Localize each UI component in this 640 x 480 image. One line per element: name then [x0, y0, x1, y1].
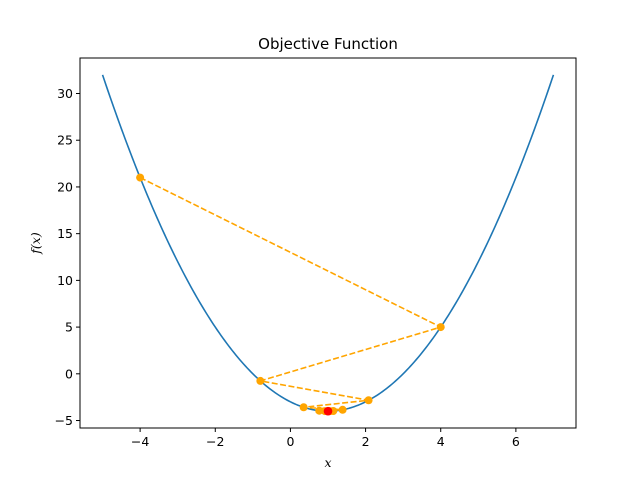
x-axis-label: x — [324, 455, 331, 470]
x-tick-label: 0 — [286, 434, 294, 449]
iterate-point — [364, 396, 373, 405]
x-axis-ticks: −4 −2 0 2 4 6 — [131, 428, 520, 449]
minimum-point — [323, 406, 333, 416]
y-tick-label: 10 — [57, 273, 73, 288]
y-tick-label: −5 — [55, 413, 73, 428]
y-tick-label: 30 — [57, 86, 73, 101]
y-axis-ticks: −5 0 5 10 15 20 25 30 — [55, 86, 80, 428]
x-tick-label: 6 — [512, 434, 520, 449]
y-tick-label: 0 — [65, 366, 73, 381]
chart-title: Objective Function — [258, 35, 398, 53]
iterate-point — [136, 173, 145, 182]
x-tick-label: 4 — [437, 434, 445, 449]
iterate-point — [338, 405, 347, 414]
x-tick-label: −4 — [131, 434, 149, 449]
iterate-point — [256, 376, 265, 385]
y-axis-label: f(x) — [28, 232, 43, 255]
x-tick-label: 2 — [362, 434, 370, 449]
x-tick-label: −2 — [206, 434, 224, 449]
iterate-point — [436, 323, 445, 332]
y-tick-label: 15 — [57, 226, 73, 241]
y-tick-label: 25 — [57, 133, 73, 148]
minimum-layer — [323, 406, 333, 416]
iterate-point — [299, 403, 308, 412]
plot-frame — [79, 57, 577, 429]
y-tick-label: 20 — [57, 179, 73, 194]
y-tick-label: 5 — [65, 320, 73, 335]
